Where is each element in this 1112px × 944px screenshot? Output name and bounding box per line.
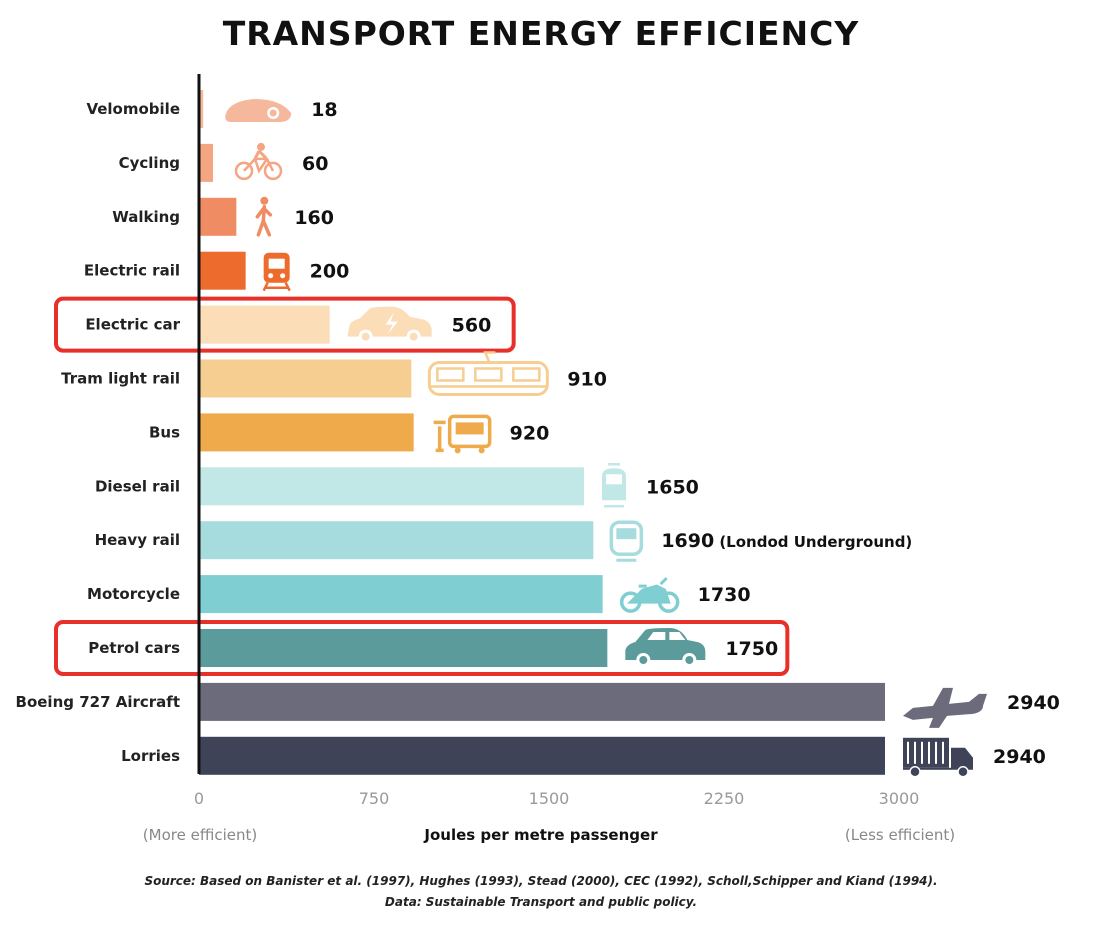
- electric-train-icon: [262, 252, 291, 292]
- bar-tram-light-rail: [199, 359, 412, 398]
- category-label-bus: Bus: [149, 423, 180, 441]
- electric-car-icon: [347, 306, 432, 344]
- value-label-walking: 160: [294, 207, 334, 229]
- category-label-walking: Walking: [112, 208, 180, 226]
- highlight-box-electric-car: [54, 296, 516, 353]
- value-label-lorries: 2940: [993, 746, 1046, 768]
- motorcycle-icon: [619, 577, 680, 613]
- highlight-box-petrol-cars: [54, 620, 790, 676]
- category-label-electric-car: Electric car: [85, 316, 180, 334]
- value-label-bus: 920: [510, 422, 550, 444]
- bar-boeing-727-aircraft: [199, 682, 885, 721]
- x-tick-label-750: 750: [359, 789, 390, 808]
- bar-diesel-rail: [199, 467, 584, 506]
- value-label-boeing-727-aircraft: 2940: [1007, 692, 1060, 714]
- category-label-electric-rail: Electric rail: [84, 262, 180, 280]
- category-label-velomobile: Velomobile: [86, 100, 180, 118]
- value-label-cycling: 60: [302, 153, 328, 175]
- data-note: Data: Sustainable Transport and public p…: [384, 895, 698, 909]
- bar-walking: [199, 197, 237, 236]
- diesel-train-icon: [602, 463, 626, 508]
- bar-electric-rail: [199, 251, 246, 290]
- annotation-heavy-rail: (Londod Underground): [719, 533, 912, 551]
- bar-velomobile: [199, 90, 204, 128]
- category-label-boeing-727-aircraft: Boeing 727 Aircraft: [16, 693, 180, 711]
- bar-heavy-rail: [199, 521, 594, 560]
- car-icon: [625, 628, 706, 667]
- x-tick-label-1500: 1500: [529, 789, 570, 808]
- bus-icon: [433, 414, 492, 454]
- category-label-lorries: Lorries: [121, 747, 180, 765]
- category-label-heavy-rail: Heavy rail: [95, 531, 180, 549]
- value-label-tram-light-rail: 910: [567, 369, 607, 391]
- underground-train-icon: [609, 520, 644, 562]
- bicycle-icon: [234, 142, 283, 181]
- x-tick-label-2250: 2250: [704, 789, 745, 808]
- value-label-motorcycle: 1730: [698, 584, 751, 606]
- value-label-petrol-cars: 1750: [725, 638, 778, 660]
- walking-person-icon: [255, 196, 273, 237]
- bar-chart: Velomobile 18 Cycling 60 Walking 160 Electric …: [16, 74, 1060, 844]
- value-label-diesel-rail: 1650: [646, 476, 699, 498]
- category-label-petrol-cars: Petrol cars: [88, 639, 180, 657]
- bar-lorries: [199, 736, 885, 775]
- lorry-icon: [903, 737, 973, 778]
- x-tick-label-3000: 3000: [879, 789, 920, 808]
- bar-petrol-cars: [199, 629, 608, 667]
- less-efficient-note: (Less efficient): [845, 826, 955, 844]
- bar-electric-car: [199, 305, 330, 344]
- more-efficient-note: (More efficient): [143, 826, 257, 844]
- source-note: Source: Based on Banister et al. (1997),…: [144, 874, 938, 888]
- category-label-motorcycle: Motorcycle: [87, 585, 180, 603]
- x-tick-label-0: 0: [194, 789, 204, 808]
- bar-bus: [199, 413, 414, 452]
- chart-title: TRANSPORT ENERGY EFFICIENCY: [222, 14, 860, 53]
- airplane-icon: [903, 687, 987, 728]
- value-label-electric-rail: 200: [310, 261, 350, 283]
- category-label-tram-light-rail: Tram light rail: [61, 370, 180, 388]
- tram-icon: [427, 351, 549, 396]
- value-label-velomobile: 18: [311, 99, 337, 121]
- velomobile-icon: [225, 99, 292, 122]
- bar-motorcycle: [199, 575, 603, 614]
- x-axis-title: Joules per metre passenger: [423, 826, 658, 844]
- bar-cycling: [199, 143, 213, 182]
- value-label-heavy-rail: 1690: [661, 530, 714, 552]
- value-label-electric-car: 560: [452, 315, 492, 337]
- category-label-diesel-rail: Diesel rail: [95, 477, 180, 495]
- category-label-cycling: Cycling: [119, 154, 180, 172]
